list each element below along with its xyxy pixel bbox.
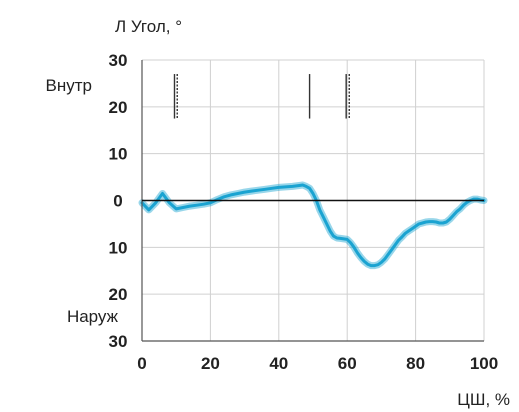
series-band-0 — [138, 181, 488, 270]
y-tick-label: 0 — [113, 192, 122, 211]
x-tick-label: 0 — [137, 354, 146, 373]
y-tick-label: 10 — [109, 145, 128, 164]
x-tick-label: 100 — [470, 354, 498, 373]
x-tick-label: 60 — [338, 354, 357, 373]
axes — [141, 60, 484, 342]
series-line-0 — [140, 183, 486, 268]
y-tick-label: 10 — [109, 238, 128, 257]
series-layer — [138, 181, 488, 270]
event-markers — [173, 74, 350, 119]
x-axis-label: ЦШ, % — [457, 390, 510, 409]
x-tick-label: 20 — [201, 354, 220, 373]
inner-side-label: Внутр — [46, 76, 92, 95]
x-tick-label: 40 — [269, 354, 288, 373]
chart-title: Л Угол, ° — [115, 17, 182, 36]
y-tick-label: 20 — [109, 285, 128, 304]
x-tick-label: 80 — [406, 354, 425, 373]
y-tick-label: 30 — [109, 332, 128, 351]
outer-side-label: Наруж — [67, 307, 119, 326]
y-tick-label: 30 — [109, 51, 128, 70]
y-tick-label: 20 — [109, 98, 128, 117]
